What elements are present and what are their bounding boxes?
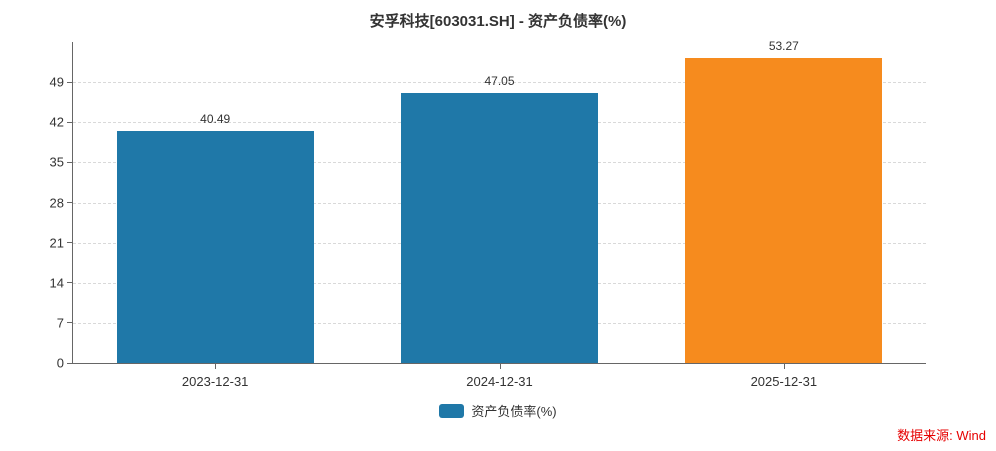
legend: 资产负债率(%) — [0, 401, 996, 420]
data-source-label: 数据来源: Wind — [897, 428, 986, 443]
y-axis-tick-label: 28 — [49, 195, 64, 210]
legend-label: 资产负债率(%) — [471, 404, 557, 419]
y-axis-tick-label: 49 — [49, 74, 64, 90]
gridline — [73, 82, 926, 84]
legend-swatch-icon — [439, 403, 465, 418]
y-axis-tick — [67, 362, 73, 364]
bar-value-label: 53.27 — [768, 38, 799, 53]
bar-value-label: 47.05 — [484, 74, 515, 89]
y-axis-tick — [67, 242, 73, 244]
y-axis-tick-label: 21 — [49, 235, 64, 251]
x-axis-tick — [783, 363, 785, 369]
chart-title: 安孚科技[603031.SH] - 资产负债率(%) — [369, 13, 627, 30]
bar[interactable] — [685, 57, 883, 363]
y-axis-tick — [67, 121, 73, 123]
y-axis-tick — [67, 322, 73, 324]
y-axis-tick — [67, 161, 73, 163]
x-axis-tick-label: 2023-12-31 — [181, 374, 249, 389]
legend-item[interactable]: 资产负债率(%) — [439, 401, 557, 420]
plot-area: 0 7 14 21 28 35 42 49 40.49 2023-12-31 47.05 2024-1… — [50, 38, 926, 389]
y-axis-tick — [67, 81, 73, 83]
y-axis-tick-label: 7 — [56, 315, 64, 331]
y-axis-tick-label: 14 — [49, 275, 64, 291]
y-axis-tick-label: 0 — [56, 355, 64, 371]
x-axis-tick-label: 2025-12-31 — [750, 374, 818, 389]
bar-value-label: 40.49 — [200, 111, 231, 126]
y-axis-tick — [67, 202, 73, 203]
bar[interactable] — [116, 130, 314, 363]
y-axis-tick-label: 42 — [49, 114, 64, 130]
x-axis-tick — [499, 363, 501, 369]
bar[interactable] — [401, 93, 598, 363]
y-axis-tick-label: 35 — [49, 154, 64, 170]
x-axis-tick-label: 2024-12-31 — [466, 374, 533, 389]
x-axis-tick — [215, 363, 217, 369]
y-axis-tick — [67, 282, 73, 284]
